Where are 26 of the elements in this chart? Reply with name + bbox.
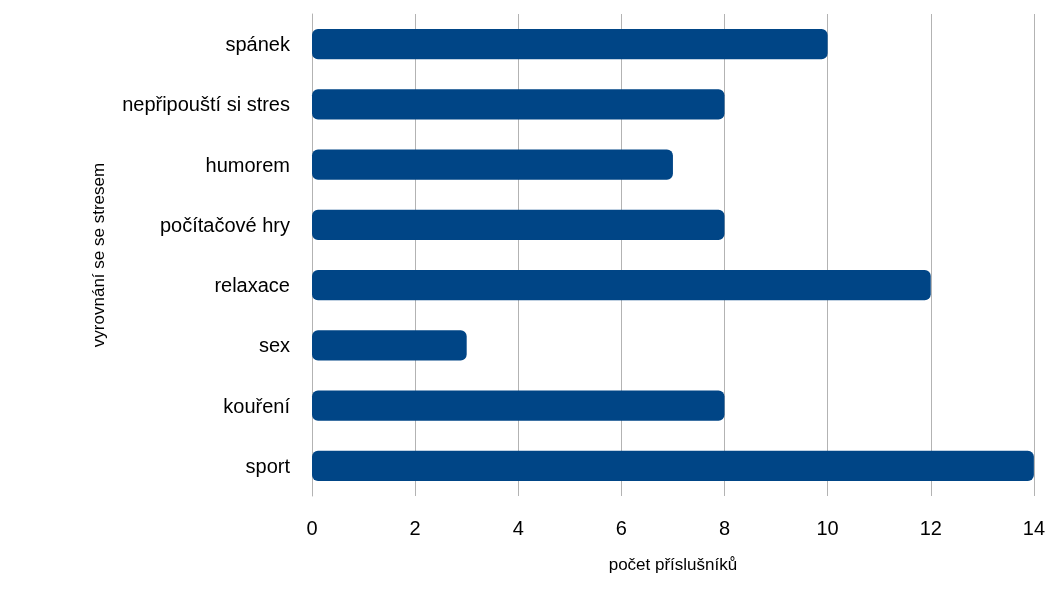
y-tick-label: nepřipouští si stres [122, 93, 290, 116]
x-axis-title: počet příslušníků [608, 555, 738, 574]
bar [312, 330, 467, 361]
x-tick-label: 8 [718, 517, 731, 539]
y-tick-label: relaxace [214, 274, 290, 297]
x-tick-label: 10 [816, 517, 839, 539]
x-tick-label: 6 [615, 517, 627, 539]
x-tick-label: 14 [1022, 517, 1045, 539]
bar [312, 89, 725, 120]
y-tick-label: sex [258, 334, 290, 357]
x-tick-label: 0 [306, 517, 318, 539]
bar [312, 149, 673, 180]
x-tick-label: 12 [919, 517, 942, 539]
y-tick-label: spánek [225, 33, 291, 56]
x-tick-label: 4 [512, 517, 524, 539]
x-tick-label: 2 [409, 517, 421, 539]
bar [312, 270, 931, 301]
bar [312, 390, 725, 421]
y-tick-label: sport [245, 454, 291, 477]
y-tick-label: počítačové hry [159, 213, 290, 236]
bar [312, 450, 1034, 481]
y-tick-label: kouření [223, 394, 291, 417]
bar [312, 209, 725, 240]
bar [312, 29, 828, 60]
y-tick-label: humorem [205, 153, 290, 176]
y-axis-title: vyrovnání se se stresem [89, 162, 108, 348]
